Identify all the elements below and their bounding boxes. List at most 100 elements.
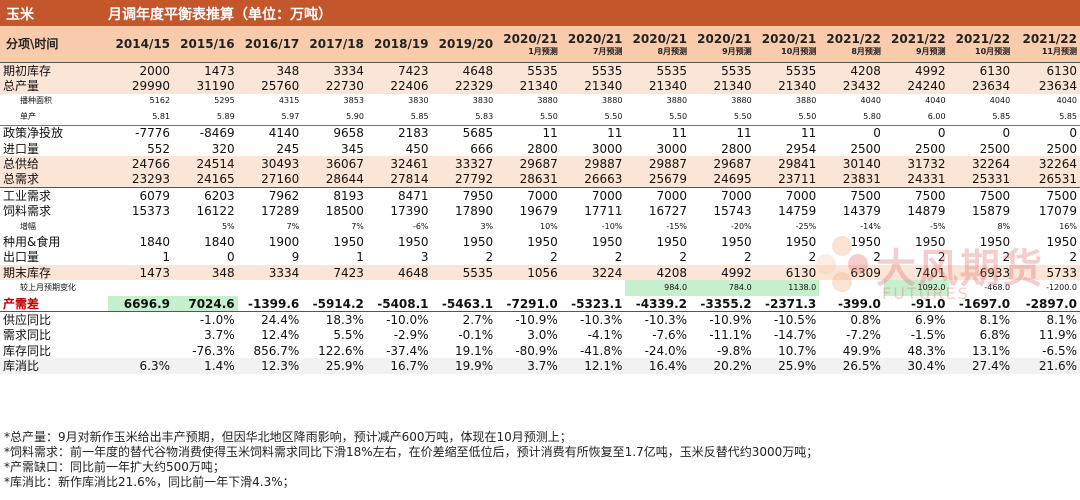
table-cell: 2	[1069, 250, 1077, 265]
table-cell: 21340	[560, 78, 626, 94]
table-cell: 5.50	[798, 111, 817, 121]
header-period: 2020/21 8月预测	[625, 26, 691, 63]
table-cell: -10.3%	[625, 311, 691, 328]
table-row: 较上月预期变化 984.0 784.0 1138.0 1092.0 -468.0 -1200…	[0, 280, 1080, 296]
table-cell: 1900	[268, 234, 300, 249]
table-cell: 3880	[666, 96, 688, 106]
table-cell: 320	[211, 141, 235, 156]
table-row: 供应同比 -1.0% 24.4% 18.3% -10.0% 2.7% -10.9% -10.3…	[0, 311, 1080, 328]
table-cell: 2500	[979, 141, 1011, 156]
table-cell: 29687	[496, 156, 561, 172]
table-cell: 17890	[454, 204, 494, 219]
table-cell: 1092.0	[883, 280, 949, 296]
table-cell: 6696.9	[108, 295, 174, 312]
table-cell: -2371.3	[764, 296, 817, 311]
table-cell: 6203	[173, 187, 238, 204]
period-year: 2021/22	[955, 31, 1011, 46]
table-cell: 22329	[431, 78, 497, 94]
table-cell: 11	[625, 124, 691, 141]
table-cell: 3%	[480, 221, 494, 231]
table-cell: 1950	[850, 234, 881, 249]
table-cell: 20.2%	[690, 358, 755, 374]
table-cell: 12.1%	[560, 358, 626, 374]
table-cell: 122.6%	[318, 343, 364, 358]
table-cell: -41.8%	[579, 343, 623, 358]
header-period: 2018/19	[366, 26, 432, 63]
table-cell: 24165	[173, 171, 238, 188]
table-cell: 5.83	[475, 111, 494, 121]
table-cell: 12.4%	[261, 328, 300, 343]
table-cell: 856.7%	[253, 343, 300, 358]
table-cell: 5.50	[733, 111, 752, 121]
row-label: 总产量	[0, 78, 109, 94]
period-forecast-month: 10月预测	[975, 46, 1011, 56]
table-cell: 3880	[731, 96, 752, 106]
table-row: 出口量 1 0 9 1 3 2 2 2 2 2 2 2 2 2 2	[0, 250, 1080, 265]
table-cell: 10%	[540, 221, 558, 231]
header-period: 2015/16	[173, 26, 238, 63]
period-year: 2020/21	[503, 31, 558, 46]
table-cell: 2	[679, 250, 688, 265]
table-cell	[108, 219, 173, 234]
table-cell: 9	[291, 250, 300, 265]
table-cell: -9.8%	[716, 343, 752, 358]
row-label: 库存同比	[3, 343, 52, 358]
table-cell: 2000	[108, 62, 174, 79]
row-label: 种用&食用	[3, 234, 61, 249]
period-year: 2016/17	[244, 37, 300, 51]
table-cell: 1	[162, 250, 171, 265]
table-cell: -1.5%	[910, 328, 946, 343]
table-cell: 16.7%	[366, 358, 432, 374]
table-cell: 3830	[408, 96, 429, 106]
table-cell: 7024.6	[173, 295, 238, 312]
table-cell: 17711	[584, 204, 623, 219]
table-cell: 5162	[149, 96, 171, 106]
table-cell: 16.4%	[625, 358, 691, 374]
table-cell: 348	[237, 62, 303, 79]
table-cell: 11.9%	[1038, 328, 1077, 343]
table-cell: -10.9%	[690, 311, 755, 328]
period-year: 2020/21	[697, 31, 752, 46]
table-cell: 666	[470, 141, 494, 156]
table-cell: 21340	[496, 78, 561, 94]
table-cell: 5.50	[539, 111, 558, 121]
table-cell: 1950	[914, 234, 946, 249]
table-cell: 7950	[431, 187, 497, 204]
table-row: 总需求 23293 24165 27160 28644 27814 27792 28631 26…	[0, 171, 1080, 188]
table-cell: -10.5%	[754, 311, 820, 328]
table-cell: 2	[1002, 250, 1011, 265]
table-cell: 3000	[656, 141, 688, 156]
table-cell: 17289	[261, 204, 300, 219]
table-cell: 24766	[108, 156, 174, 172]
table-cell: 12.3%	[237, 358, 303, 374]
header-row: 分项\时间 2014/15 2015/16 2016/17 2017/18 2018/19…	[0, 26, 1080, 63]
table-cell: 4040	[925, 96, 946, 106]
table-cell: 3.0%	[527, 328, 558, 343]
row-label: 较上月预期变化	[20, 283, 76, 293]
table-cell: 9658	[302, 124, 367, 141]
table-cell: 26.5%	[819, 358, 884, 374]
table-cell: -2897.0	[1025, 296, 1077, 311]
table-cell: -5914.2	[312, 296, 364, 311]
table-cell: 5535	[431, 265, 497, 281]
table-cell: 5.97	[281, 111, 300, 121]
table-cell: 25.9%	[754, 358, 820, 374]
period-forecast-month: 9月预测	[915, 46, 946, 56]
footnote-line: *库消比：新作库消比21.6%，同比前一年下滑4.3%；	[4, 475, 295, 489]
table-cell	[108, 280, 173, 295]
table-cell: 4992	[883, 62, 949, 79]
table-cell	[561, 280, 626, 295]
table-cell: -3355.2	[700, 296, 752, 311]
table-cell: 5.50	[604, 111, 623, 121]
table-cell: 7500	[948, 187, 1014, 204]
table-cell: -5463.1	[441, 296, 494, 311]
table-cell: 5.5%	[333, 328, 364, 343]
period-year: 2021/22	[1022, 31, 1077, 46]
table-cell: 3880	[795, 96, 817, 106]
table-cell: -10.9%	[496, 311, 561, 328]
table-cell: 21.6%	[1013, 358, 1080, 374]
table-cell: 8193	[302, 187, 367, 204]
period-year: 2020/21	[632, 31, 688, 46]
table-cell: 1950	[785, 234, 817, 249]
header-label: 分项\时间	[0, 26, 109, 63]
